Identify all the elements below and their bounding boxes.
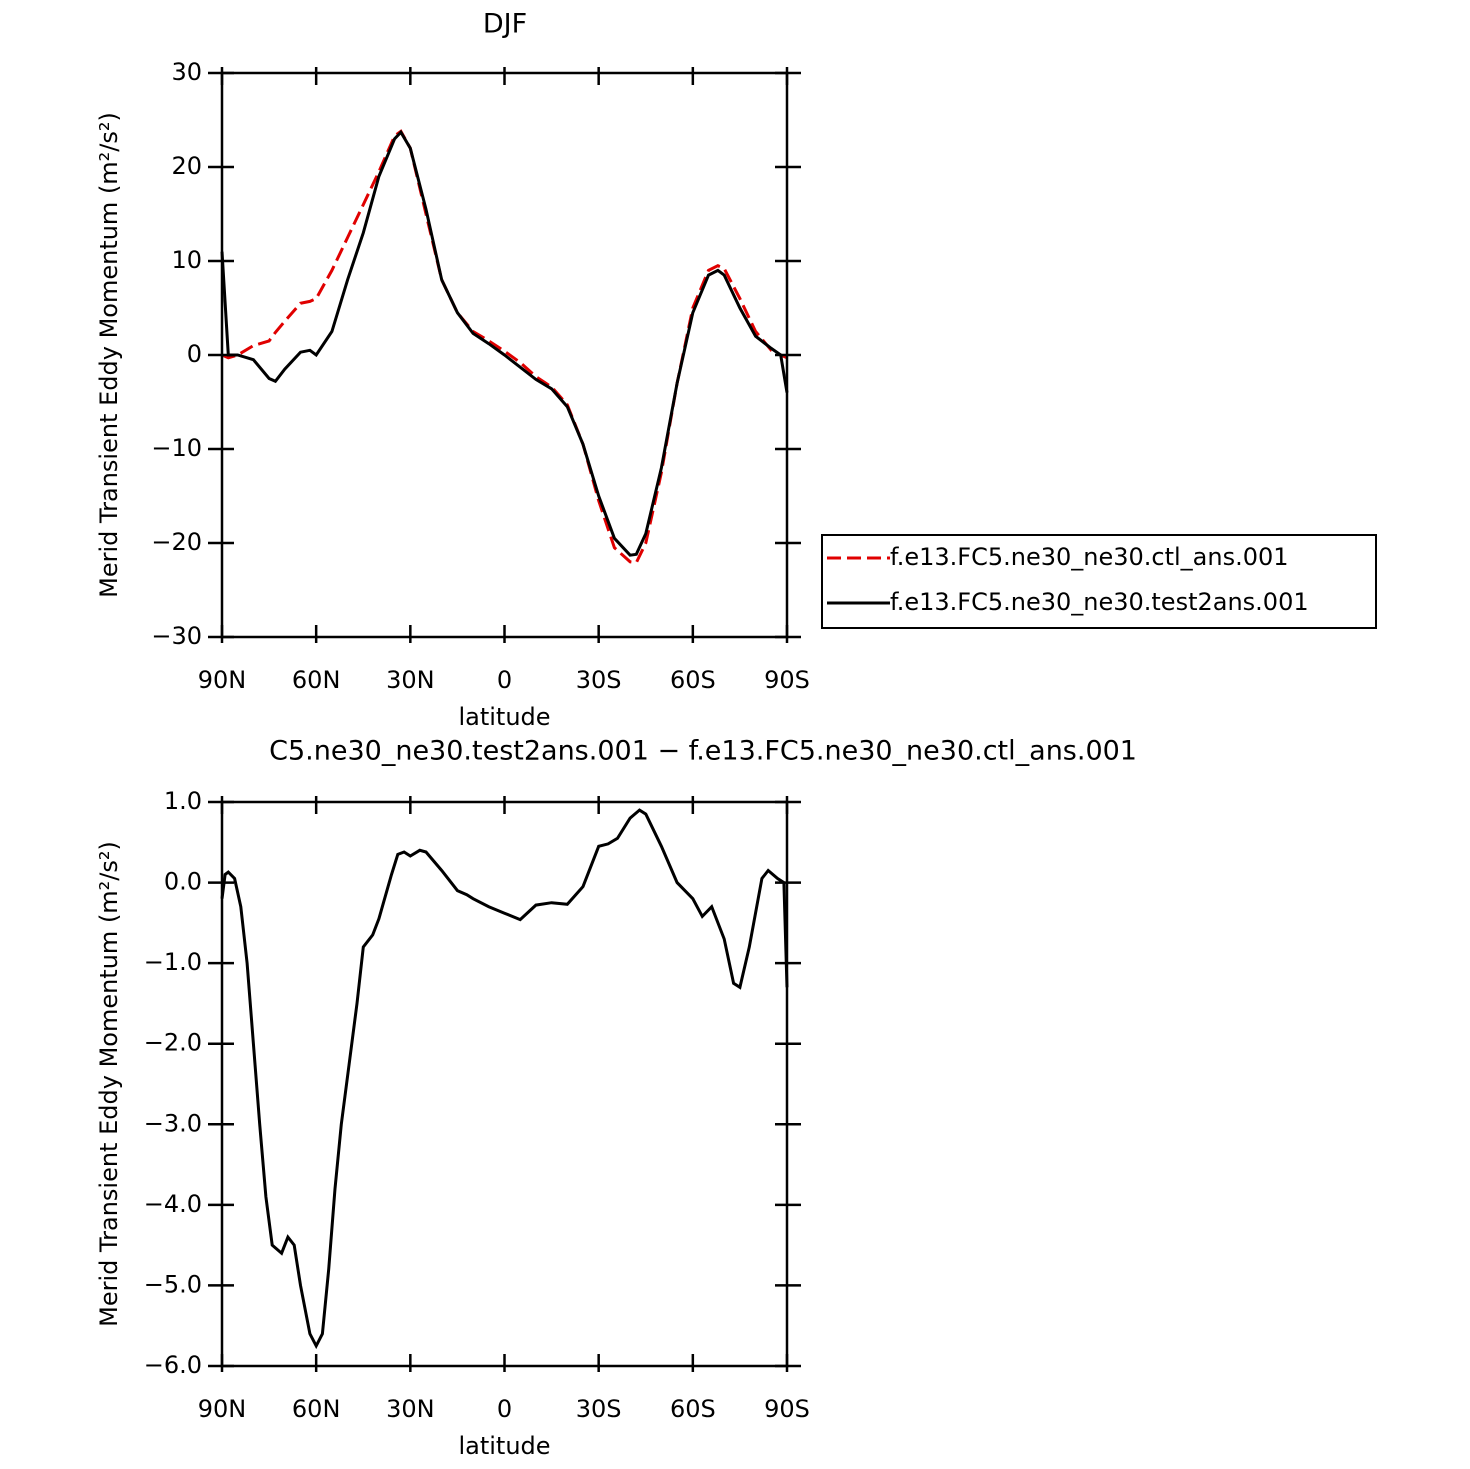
x-tick-label: 60N [292, 666, 341, 694]
plot-lines [220, 129, 789, 565]
y-tick-label: 30 [171, 58, 202, 86]
x-tick-label: 90S [764, 666, 810, 694]
y-axis-label: Merid Transient Eddy Momentum (m²/s²) [95, 841, 123, 1327]
data-line [221, 129, 788, 565]
plot-lines [220, 808, 789, 1350]
legend-label: f.e13.FC5.ne30_ne30.test2ans.001 [890, 588, 1309, 616]
y-tick-label: −2.0 [144, 1029, 202, 1057]
x-tick-label: 60S [670, 666, 716, 694]
x-tick-label: 0 [497, 666, 512, 694]
x-tick-label: 60S [670, 1395, 716, 1423]
y-tick-label: 1.0 [164, 787, 202, 815]
legend-box [821, 534, 1377, 629]
y-tick-label: −30 [151, 622, 202, 650]
x-tick-label: 30N [386, 666, 435, 694]
y-axis-label: Merid Transient Eddy Momentum (m²/s²) [95, 112, 123, 598]
y-tick-label: 10 [171, 246, 202, 274]
x-tick-label: 30N [386, 1395, 435, 1423]
x-tick-label: 90N [198, 1395, 247, 1423]
y-tick-label: 0.0 [164, 868, 202, 896]
y-tick-label: −1.0 [144, 948, 202, 976]
x-tick-label: 60N [292, 1395, 341, 1423]
y-tick-label: 20 [171, 152, 202, 180]
y-tick-label: −6.0 [144, 1351, 202, 1379]
y-tick-label: −20 [151, 528, 202, 556]
x-tick-label: 30S [576, 1395, 622, 1423]
data-line [220, 129, 789, 557]
y-tick-label: −3.0 [144, 1109, 202, 1137]
chart-title: DJF [483, 9, 527, 40]
y-tick-label: −4.0 [144, 1190, 202, 1218]
y-tick-label: −5.0 [144, 1270, 202, 1298]
x-tick-label: 30S [576, 666, 622, 694]
x-tick-label: 0 [497, 1395, 512, 1423]
y-tick-label: 0 [187, 340, 202, 368]
x-axis-label: latitude [458, 1432, 550, 1460]
plot-frame [220, 800, 789, 1368]
legend-label: f.e13.FC5.ne30_ne30.ctl_ans.001 [890, 543, 1289, 571]
chart-title: C5.ne30_ne30.test2ans.001 − f.e13.FC5.ne… [269, 736, 1137, 767]
data-line [220, 808, 789, 1350]
x-tick-label: 90N [198, 666, 247, 694]
x-tick-label: 90S [764, 1395, 810, 1423]
y-tick-label: −10 [151, 434, 202, 462]
x-axis-label: latitude [458, 703, 550, 731]
